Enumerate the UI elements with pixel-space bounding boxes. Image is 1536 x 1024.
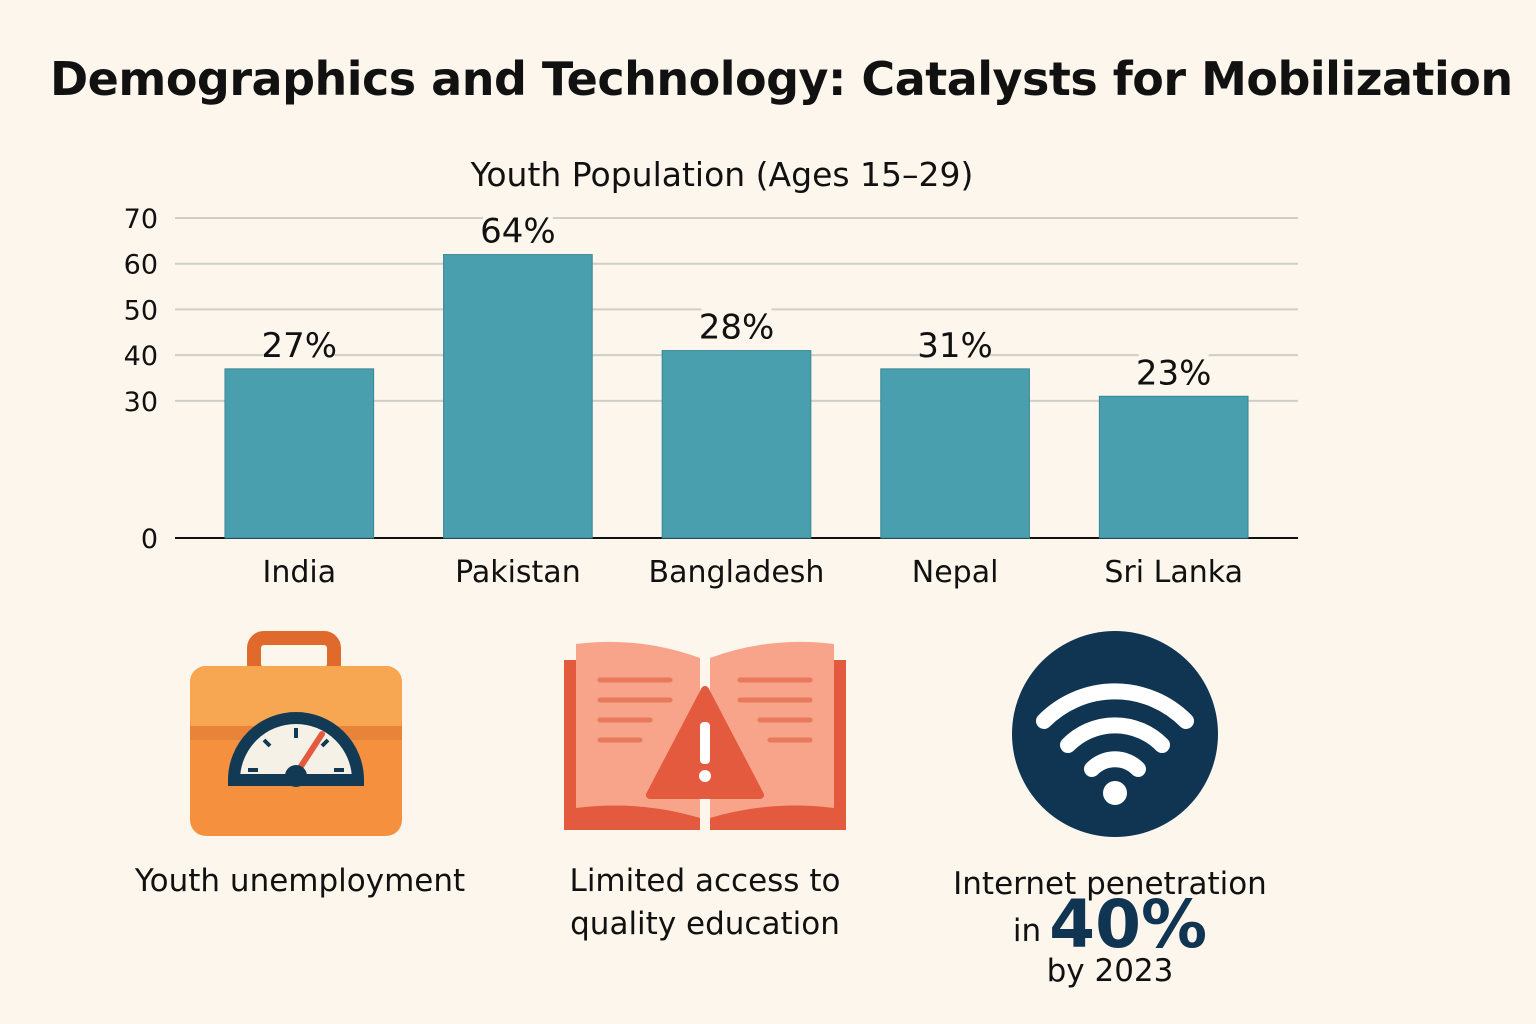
- bar-bangladesh: [661, 350, 812, 539]
- data-label: 64%: [480, 212, 556, 252]
- wifi-icon: [1012, 631, 1218, 837]
- feature-internet-penetration: Internet penetration in 40% by 2023: [940, 625, 1280, 993]
- internet-in-word: in: [1012, 913, 1042, 949]
- data-label: 23%: [1136, 353, 1212, 393]
- internet-label-line1: Internet penetration: [953, 866, 1267, 902]
- x-category-label: India: [262, 555, 336, 590]
- bar-pakistan: [443, 254, 593, 539]
- book-warning-icon: [564, 641, 846, 830]
- y-tick-label: 60: [124, 250, 158, 281]
- data-label-background: [1138, 352, 1209, 391]
- data-label-background: [701, 306, 772, 345]
- education-label-line1: Limited access to: [569, 863, 841, 899]
- y-tick-label: 0: [141, 524, 158, 555]
- youth-population-chart: Youth Population (Ages 15–29) 0 30 40 50 60 7…: [124, 155, 1298, 590]
- internet-stat-line: in 40%: [940, 892, 1280, 958]
- y-tick-label: 30: [124, 387, 158, 418]
- feature-youth-unemployment: Youth unemployment: [120, 630, 480, 903]
- data-label-background: [482, 210, 553, 249]
- briefcase-gauge-icon: [190, 631, 402, 836]
- x-category-label: Sri Lanka: [1104, 555, 1243, 590]
- internet-label-line3: by 2023: [1046, 953, 1174, 989]
- x-category-label: Bangladesh: [649, 555, 825, 590]
- education-label-line2: quality education: [570, 906, 840, 942]
- data-label-background: [264, 324, 335, 363]
- data-label: 31%: [917, 326, 993, 366]
- data-label-background: [920, 324, 991, 363]
- bar-sri-lanka: [1098, 395, 1249, 539]
- y-tick-label: 70: [124, 204, 158, 235]
- bar-nepal: [880, 368, 1030, 539]
- y-tick-label: 40: [124, 341, 158, 372]
- data-label: 27%: [262, 326, 338, 366]
- internet-stat: 40%: [1049, 886, 1208, 963]
- unemployment-label: Youth unemployment: [134, 863, 466, 899]
- feature-education-access: Limited access to quality education: [540, 630, 870, 946]
- x-category-label: Pakistan: [455, 555, 581, 590]
- page-title: Demographics and Technology: Catalysts f…: [50, 52, 1513, 106]
- bar-india: [224, 368, 375, 539]
- y-tick-label: 50: [124, 295, 158, 326]
- chart-title: Youth Population (Ages 15–29): [470, 155, 974, 194]
- x-category-label: Nepal: [912, 555, 999, 590]
- data-label: 28%: [699, 308, 775, 348]
